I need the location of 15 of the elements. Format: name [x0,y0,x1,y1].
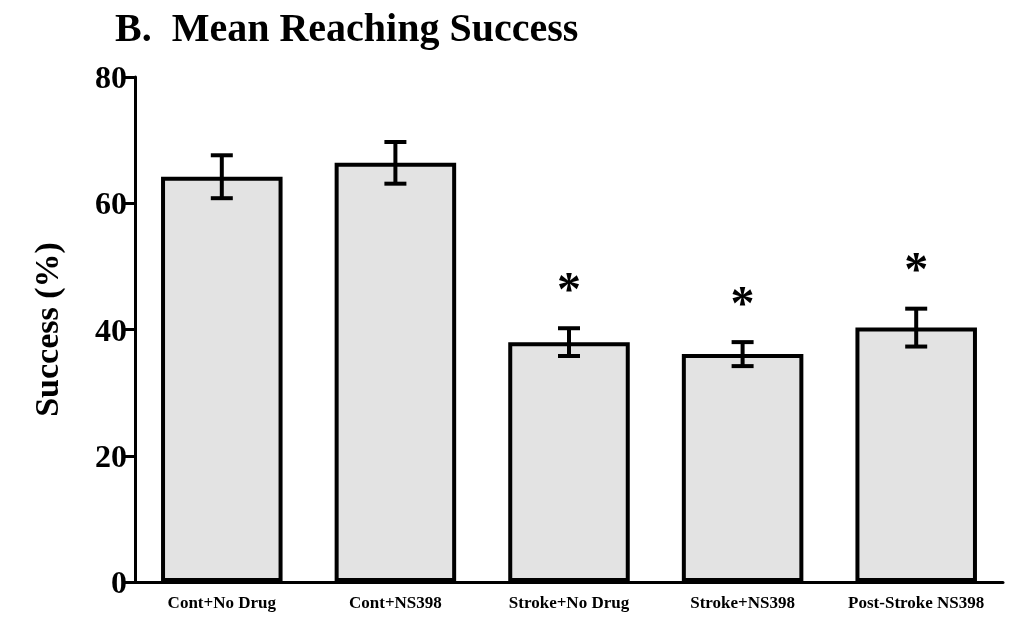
x-tick-label: Post-Stroke NS398 [848,593,985,612]
y-tick-label: 80 [95,59,127,95]
x-tick-label: Stroke+NS398 [690,593,795,612]
x-tick-label: Cont+No Drug [167,593,277,612]
y-tick-label: 20 [95,437,127,474]
y-tick-label: 40 [95,311,127,348]
x-tick-label: Cont+NS398 [348,593,442,612]
annotation: * [730,275,755,329]
y-tick-label: 60 [95,185,127,222]
annotation: * [557,261,581,315]
y-axis-title: Success (%) [27,242,66,417]
x-tick-label: Stroke+No Drug [508,593,630,612]
y-tick-label: 0 [111,564,127,600]
chart-title: B. Mean Reaching Success [115,4,579,50]
annotation: * [904,242,929,296]
